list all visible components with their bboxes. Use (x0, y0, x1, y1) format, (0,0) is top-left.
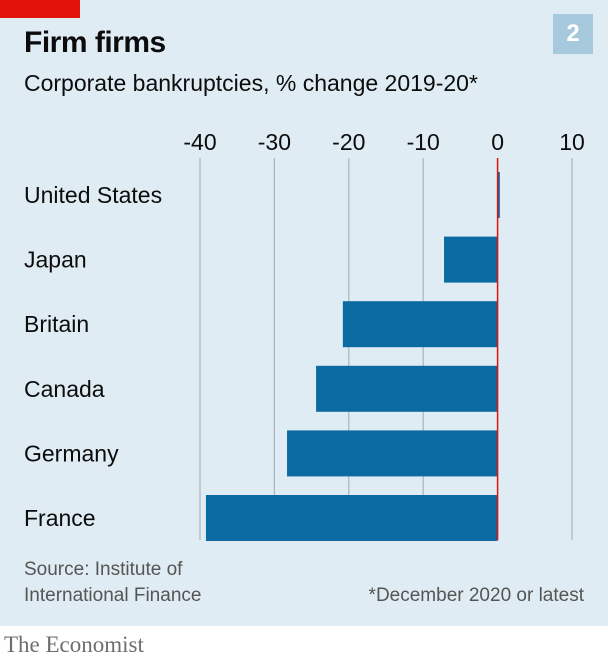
chart-subtitle: Corporate bankruptcies, % change 2019-20… (24, 70, 478, 96)
footnote: *December 2020 or latest (368, 585, 584, 606)
economist-logo-text: The Economist (4, 632, 144, 657)
bar-united-states (497, 172, 500, 218)
x-tick-label: -30 (258, 129, 291, 155)
x-tick-label: 10 (559, 129, 585, 155)
x-tick-label: -40 (183, 129, 216, 155)
bar-canada (316, 365, 498, 412)
brand-red-tag (0, 0, 80, 18)
x-tick-label: 0 (491, 129, 504, 155)
category-label: France (24, 505, 96, 531)
bar-france (205, 495, 498, 541)
x-tick-label: -20 (332, 129, 365, 155)
bar-britain (342, 301, 498, 348)
category-label: Canada (24, 376, 105, 402)
category-label: Germany (24, 440, 119, 466)
chart-title: Firm firms (24, 26, 166, 59)
category-label: Japan (24, 247, 87, 273)
source-line-2: International Finance (24, 585, 202, 606)
chart-number-badge: 2 (553, 14, 593, 54)
category-label: Britain (24, 311, 89, 337)
chart-panel: Firm firms 2 Corporate bankruptcies, % c… (0, 0, 608, 626)
source-line-1: Source: Institute of (24, 559, 183, 580)
x-tick-label: -10 (407, 129, 440, 155)
bar-chart: -40 -30 -20 -10 0 10 United States Japan Britain… (24, 129, 585, 541)
source-note: Source: Institute of International Finan… (24, 557, 201, 609)
bar-japan (444, 236, 498, 283)
category-label: United States (24, 182, 162, 208)
bar-germany (287, 430, 498, 477)
